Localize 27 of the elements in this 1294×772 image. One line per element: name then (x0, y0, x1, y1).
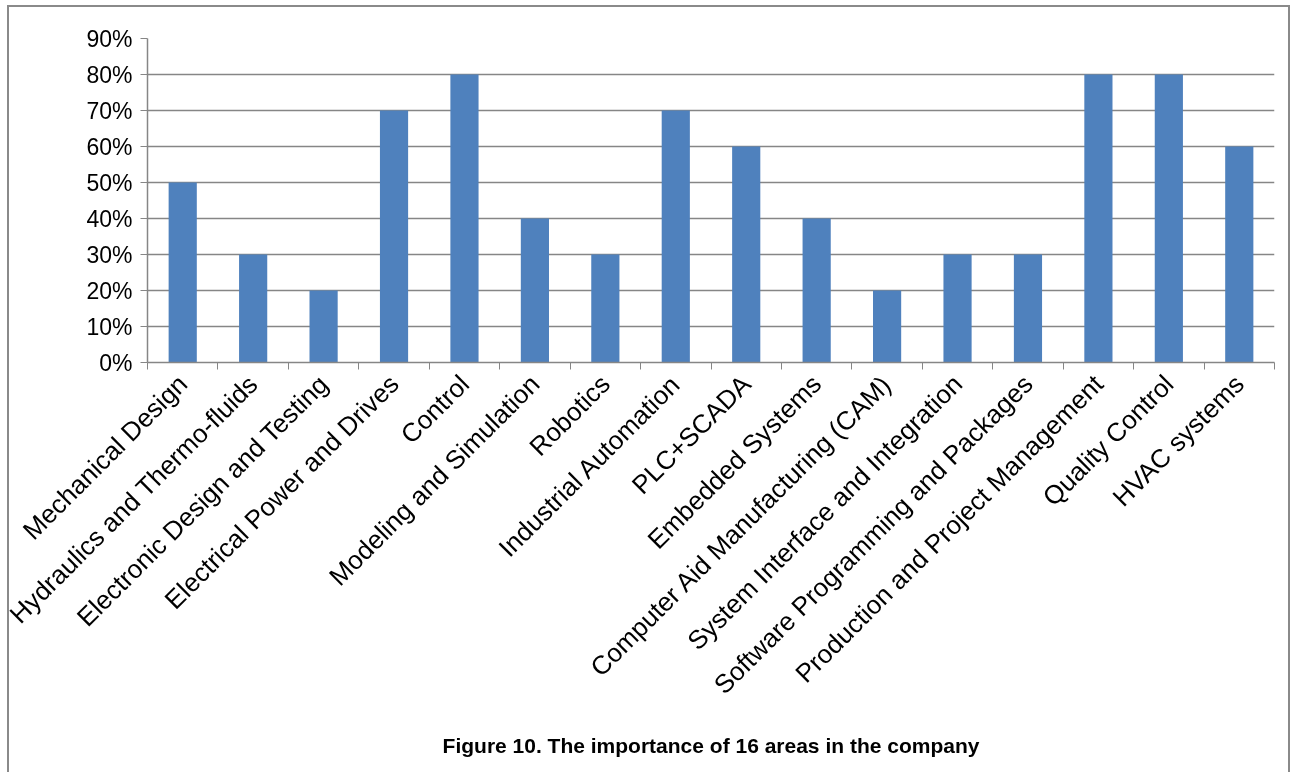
bar (239, 254, 268, 363)
y-tick-label: 20% (86, 277, 133, 304)
y-tick-label: 70% (86, 97, 133, 124)
bar (802, 218, 831, 363)
bar (873, 290, 902, 363)
bar (732, 146, 761, 363)
y-tick-label: 80% (86, 61, 133, 88)
bar (379, 110, 409, 363)
y-tick-label: 40% (86, 205, 133, 232)
y-tick-label: 60% (86, 133, 133, 160)
text: Figure 10. The importance of 16 areas in the company (442, 733, 980, 757)
bar (1154, 74, 1183, 363)
bar (1013, 254, 1043, 363)
bar (450, 74, 479, 363)
bar (943, 254, 972, 363)
y-tick-label: 50% (86, 169, 133, 196)
y-tick-label: 30% (86, 241, 133, 268)
y-tick-label: 0% (99, 349, 133, 376)
bar (168, 182, 197, 363)
bar (1084, 74, 1113, 363)
bar (591, 254, 620, 363)
bar (309, 290, 338, 363)
bar (661, 110, 690, 363)
y-tick-label: 90% (86, 25, 133, 52)
y-tick-label: 10% (86, 313, 133, 340)
bar (1225, 146, 1254, 363)
bar (520, 218, 549, 363)
